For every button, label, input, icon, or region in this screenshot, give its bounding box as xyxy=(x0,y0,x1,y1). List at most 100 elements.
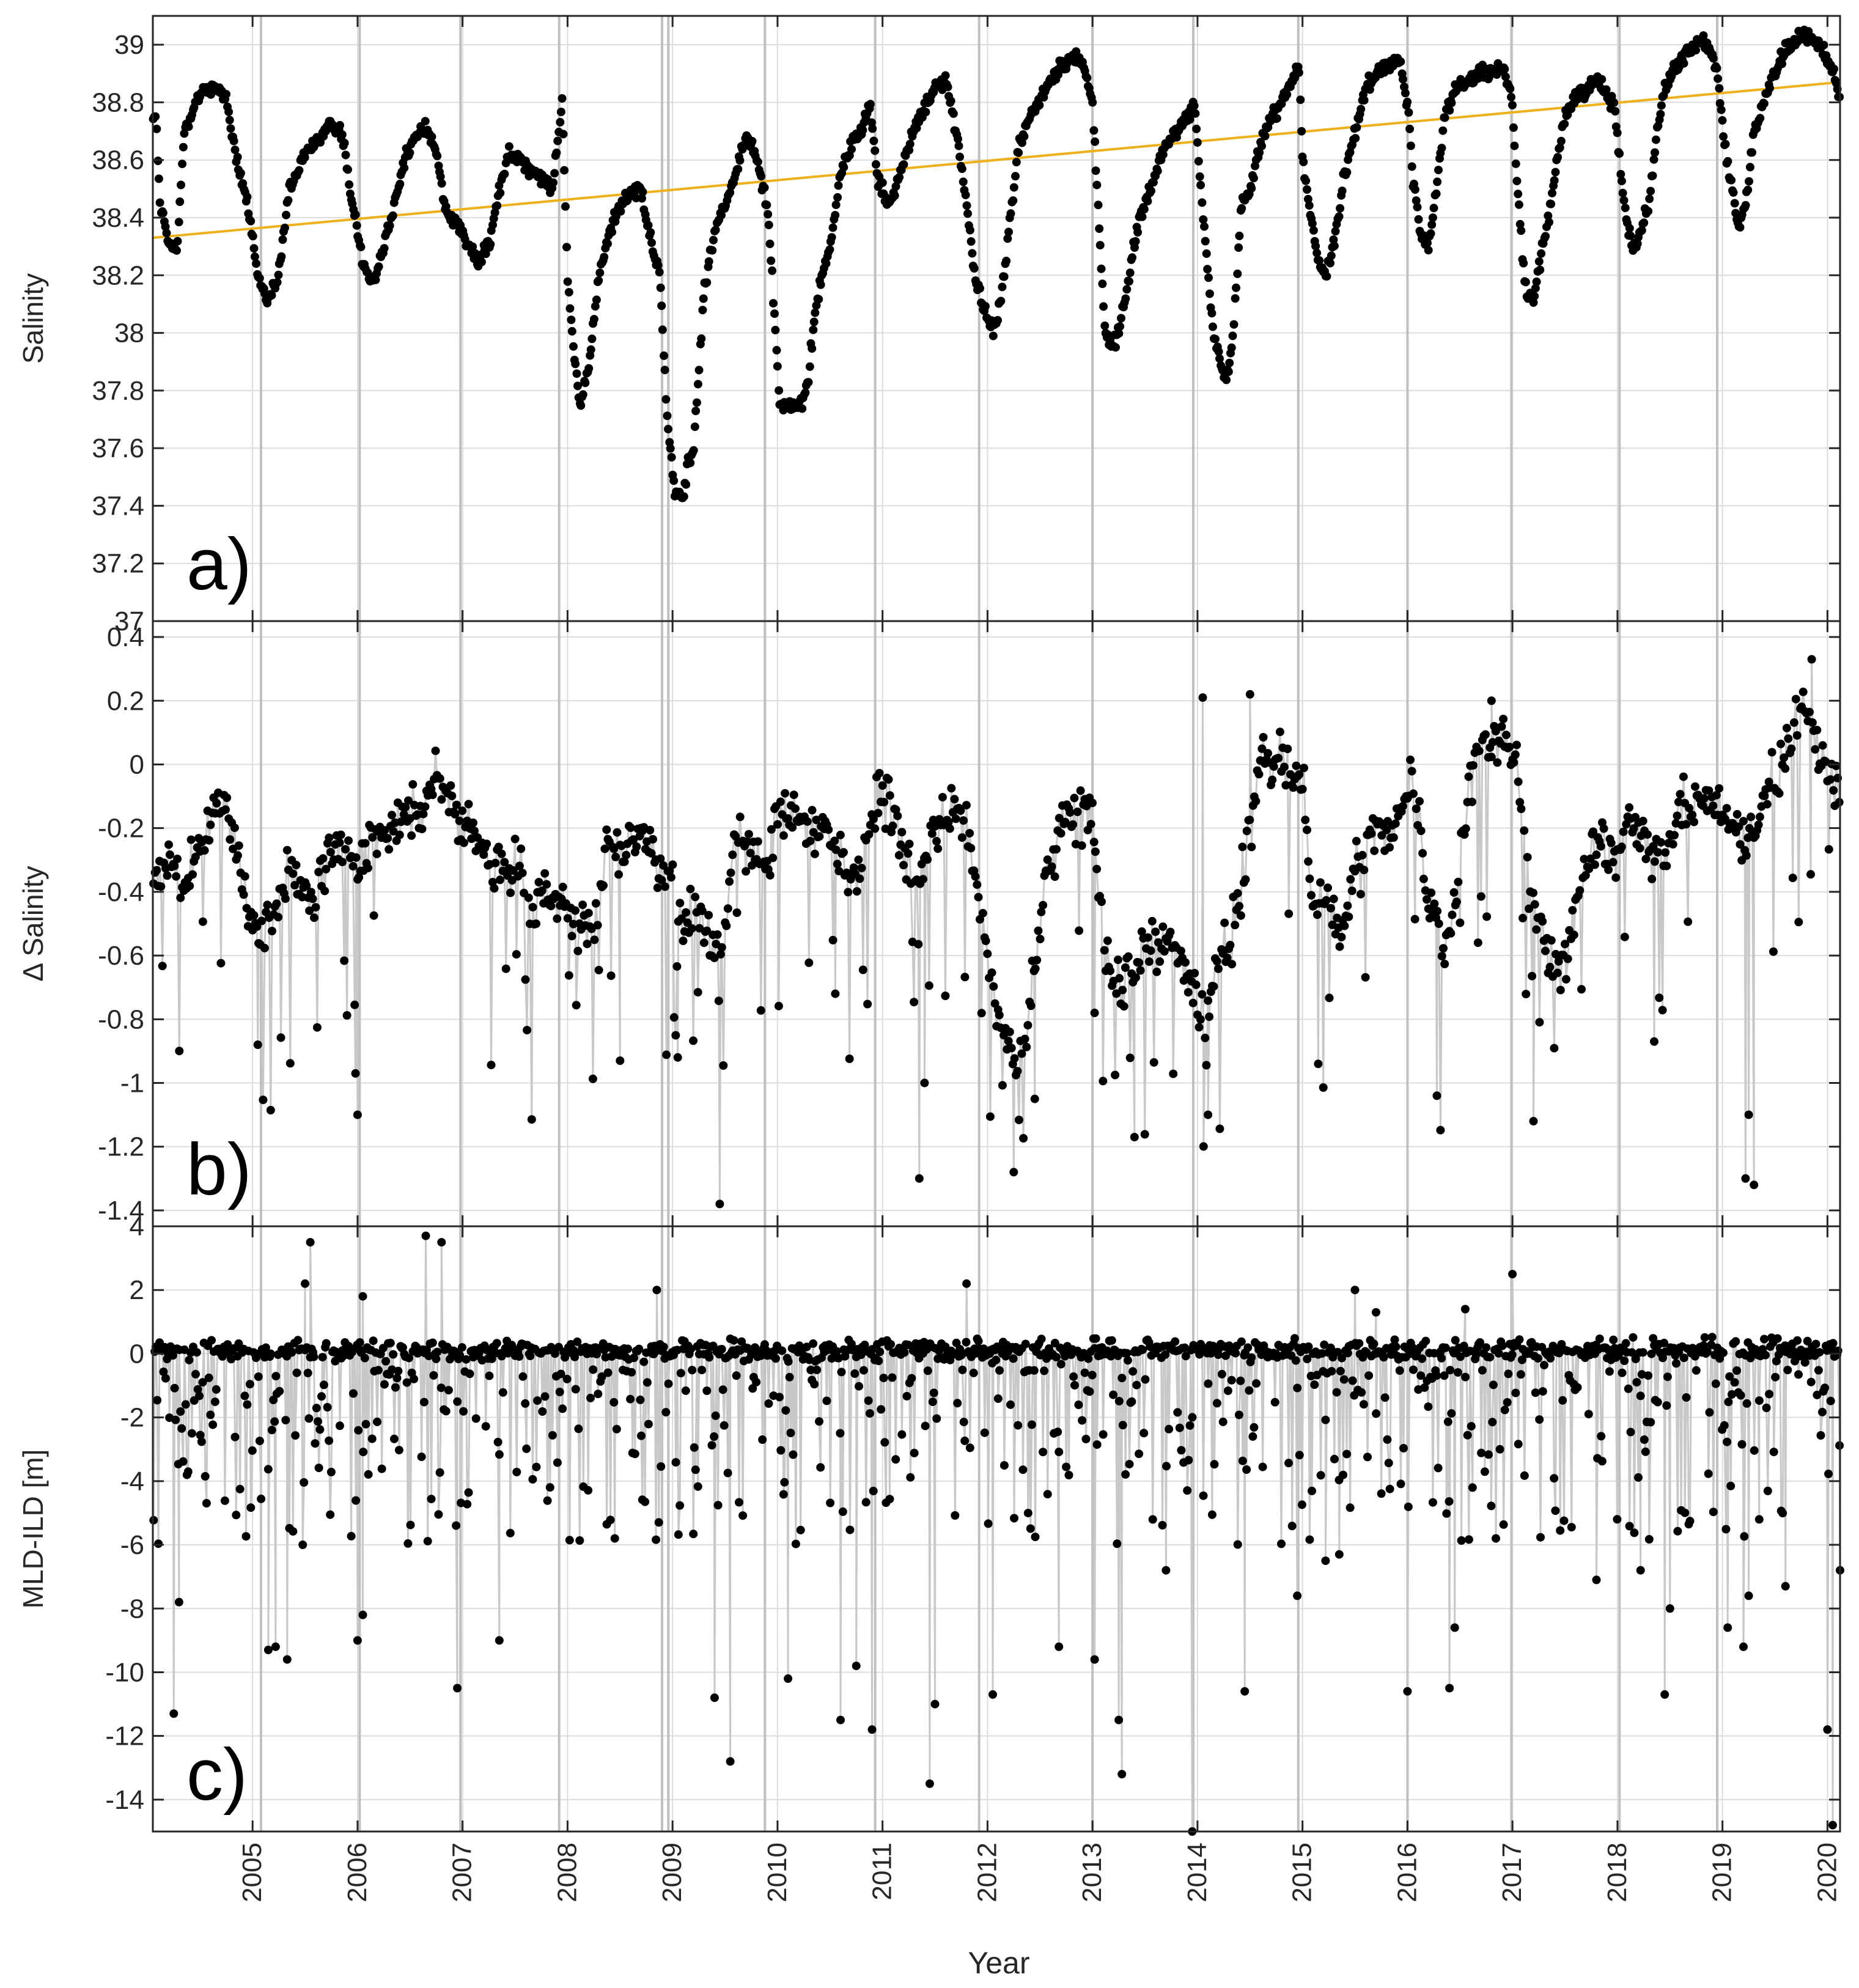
data-point xyxy=(1424,1402,1433,1412)
data-point xyxy=(1650,1037,1658,1046)
data-point xyxy=(976,284,984,293)
data-point xyxy=(563,277,572,286)
panel-label: a) xyxy=(186,523,252,605)
data-point xyxy=(961,190,970,199)
data-point xyxy=(388,811,396,820)
data-point xyxy=(246,1503,256,1512)
data-point xyxy=(1721,814,1729,823)
data-point xyxy=(403,1539,413,1548)
data-point xyxy=(1403,1687,1412,1696)
data-point xyxy=(1636,1391,1645,1401)
data-point xyxy=(1446,929,1456,938)
data-point xyxy=(1357,105,1366,114)
data-point xyxy=(1504,1369,1513,1379)
data-point xyxy=(1305,201,1314,210)
data-point xyxy=(780,1478,789,1487)
data-point xyxy=(1107,1336,1116,1345)
data-point xyxy=(1050,872,1059,881)
data-point xyxy=(816,280,825,289)
data-point xyxy=(1358,850,1367,860)
data-point xyxy=(1596,842,1605,851)
data-point xyxy=(169,1709,179,1718)
data-point xyxy=(553,1458,562,1467)
data-point xyxy=(583,940,592,949)
data-point xyxy=(1780,753,1789,762)
data-point xyxy=(923,855,932,864)
data-point xyxy=(1303,825,1311,834)
data-point xyxy=(1089,126,1099,135)
data-point xyxy=(1012,158,1021,167)
data-point xyxy=(776,797,785,806)
data-point xyxy=(1327,251,1336,260)
data-point xyxy=(1700,1333,1709,1342)
data-point xyxy=(301,1279,309,1288)
data-point xyxy=(1500,1405,1509,1415)
data-point xyxy=(1202,249,1211,258)
data-point xyxy=(1004,227,1013,237)
data-point xyxy=(1413,202,1422,212)
data-point xyxy=(1556,1526,1565,1535)
data-point xyxy=(556,108,565,117)
y-tick-label: -8 xyxy=(120,1594,144,1624)
data-point xyxy=(1529,888,1537,897)
data-point xyxy=(1534,257,1544,266)
y-tick-label: -4 xyxy=(120,1467,144,1497)
data-point xyxy=(1161,1566,1171,1575)
data-point xyxy=(954,134,962,144)
data-point xyxy=(877,1405,886,1414)
data-point xyxy=(998,1081,1007,1090)
data-point xyxy=(1344,912,1353,921)
data-point xyxy=(992,1355,1001,1364)
data-point xyxy=(1657,838,1665,847)
data-point xyxy=(963,209,972,218)
data-point xyxy=(394,1366,403,1375)
data-point xyxy=(1420,1383,1429,1392)
data-point xyxy=(895,172,904,182)
data-point xyxy=(342,1011,352,1020)
data-point xyxy=(1508,1270,1517,1279)
data-point xyxy=(512,950,521,959)
data-point xyxy=(1692,1366,1701,1375)
data-point xyxy=(1190,101,1199,110)
data-point xyxy=(868,124,877,133)
data-point xyxy=(533,1396,542,1405)
data-point xyxy=(1329,894,1338,904)
data-point xyxy=(1274,754,1283,763)
data-point xyxy=(270,1417,279,1426)
data-point xyxy=(831,989,840,998)
data-point xyxy=(479,850,488,860)
data-point xyxy=(965,226,974,235)
data-point xyxy=(765,871,775,880)
data-point xyxy=(1175,1423,1184,1432)
data-point xyxy=(1778,1509,1787,1518)
data-point xyxy=(250,252,259,261)
data-point xyxy=(1447,1409,1456,1418)
data-point xyxy=(869,814,878,823)
data-point xyxy=(369,911,378,920)
data-point xyxy=(1131,237,1140,246)
data-point xyxy=(1103,936,1112,945)
data-point xyxy=(435,1468,444,1477)
data-point xyxy=(647,849,656,858)
data-point xyxy=(576,401,586,410)
data-point xyxy=(1635,844,1644,853)
data-point xyxy=(1547,199,1556,208)
data-point xyxy=(1272,114,1281,123)
data-point xyxy=(1641,1447,1650,1456)
data-point xyxy=(646,826,655,834)
data-point xyxy=(1537,249,1546,258)
data-point xyxy=(348,862,358,871)
data-point xyxy=(1083,73,1092,83)
data-point xyxy=(573,1337,582,1346)
data-point xyxy=(1561,974,1570,984)
data-point xyxy=(1815,1348,1824,1357)
data-point xyxy=(1113,955,1122,965)
data-point xyxy=(1643,830,1652,839)
data-point xyxy=(153,1396,162,1405)
data-point xyxy=(1211,334,1220,344)
data-point xyxy=(1303,1355,1312,1364)
data-point xyxy=(1195,1023,1204,1032)
data-point xyxy=(310,913,318,922)
data-point xyxy=(686,885,695,894)
data-point xyxy=(558,1404,567,1413)
